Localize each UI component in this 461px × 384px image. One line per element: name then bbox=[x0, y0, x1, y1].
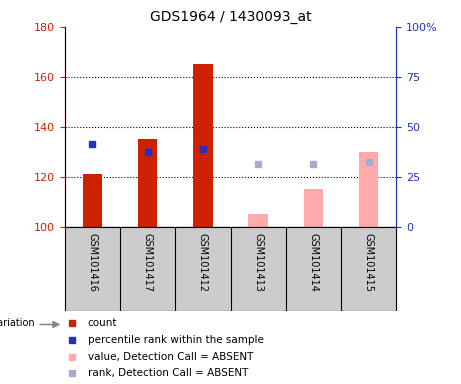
Text: GSM101415: GSM101415 bbox=[364, 233, 374, 292]
Text: value, Detection Call = ABSENT: value, Detection Call = ABSENT bbox=[88, 352, 253, 362]
Text: count: count bbox=[88, 318, 117, 328]
Text: GSM101412: GSM101412 bbox=[198, 233, 208, 292]
Bar bbox=[248, 214, 268, 227]
Text: rank, Detection Call = ABSENT: rank, Detection Call = ABSENT bbox=[88, 368, 248, 378]
Text: genotype/variation: genotype/variation bbox=[0, 318, 35, 328]
FancyBboxPatch shape bbox=[175, 313, 396, 336]
Text: melanotransferrin knockout: melanotransferrin knockout bbox=[208, 319, 363, 329]
Text: percentile rank within the sample: percentile rank within the sample bbox=[88, 335, 264, 345]
Bar bbox=[138, 139, 157, 227]
FancyBboxPatch shape bbox=[65, 313, 175, 336]
Bar bbox=[83, 174, 102, 227]
Bar bbox=[359, 152, 378, 227]
Bar bbox=[304, 189, 323, 227]
Text: GSM101416: GSM101416 bbox=[87, 233, 97, 292]
Title: GDS1964 / 1430093_at: GDS1964 / 1430093_at bbox=[150, 10, 311, 25]
Bar bbox=[193, 64, 213, 227]
Text: GSM101414: GSM101414 bbox=[308, 233, 319, 292]
Text: GSM101413: GSM101413 bbox=[253, 233, 263, 292]
Text: wild type: wild type bbox=[95, 319, 145, 329]
Text: GSM101417: GSM101417 bbox=[142, 233, 153, 292]
